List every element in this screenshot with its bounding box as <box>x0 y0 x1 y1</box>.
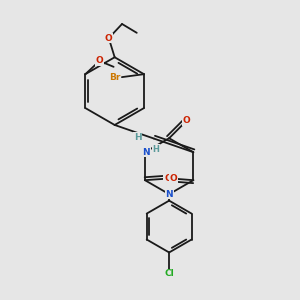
Text: H: H <box>153 145 160 154</box>
Text: O: O <box>183 116 190 125</box>
Text: N: N <box>142 148 150 157</box>
Text: O: O <box>169 174 177 183</box>
Text: Cl: Cl <box>164 269 174 278</box>
Text: O: O <box>105 34 113 43</box>
Text: O: O <box>96 56 104 65</box>
Text: H: H <box>134 133 142 142</box>
Text: Br: Br <box>109 73 120 82</box>
Text: N: N <box>165 190 173 199</box>
Text: O: O <box>164 174 172 183</box>
